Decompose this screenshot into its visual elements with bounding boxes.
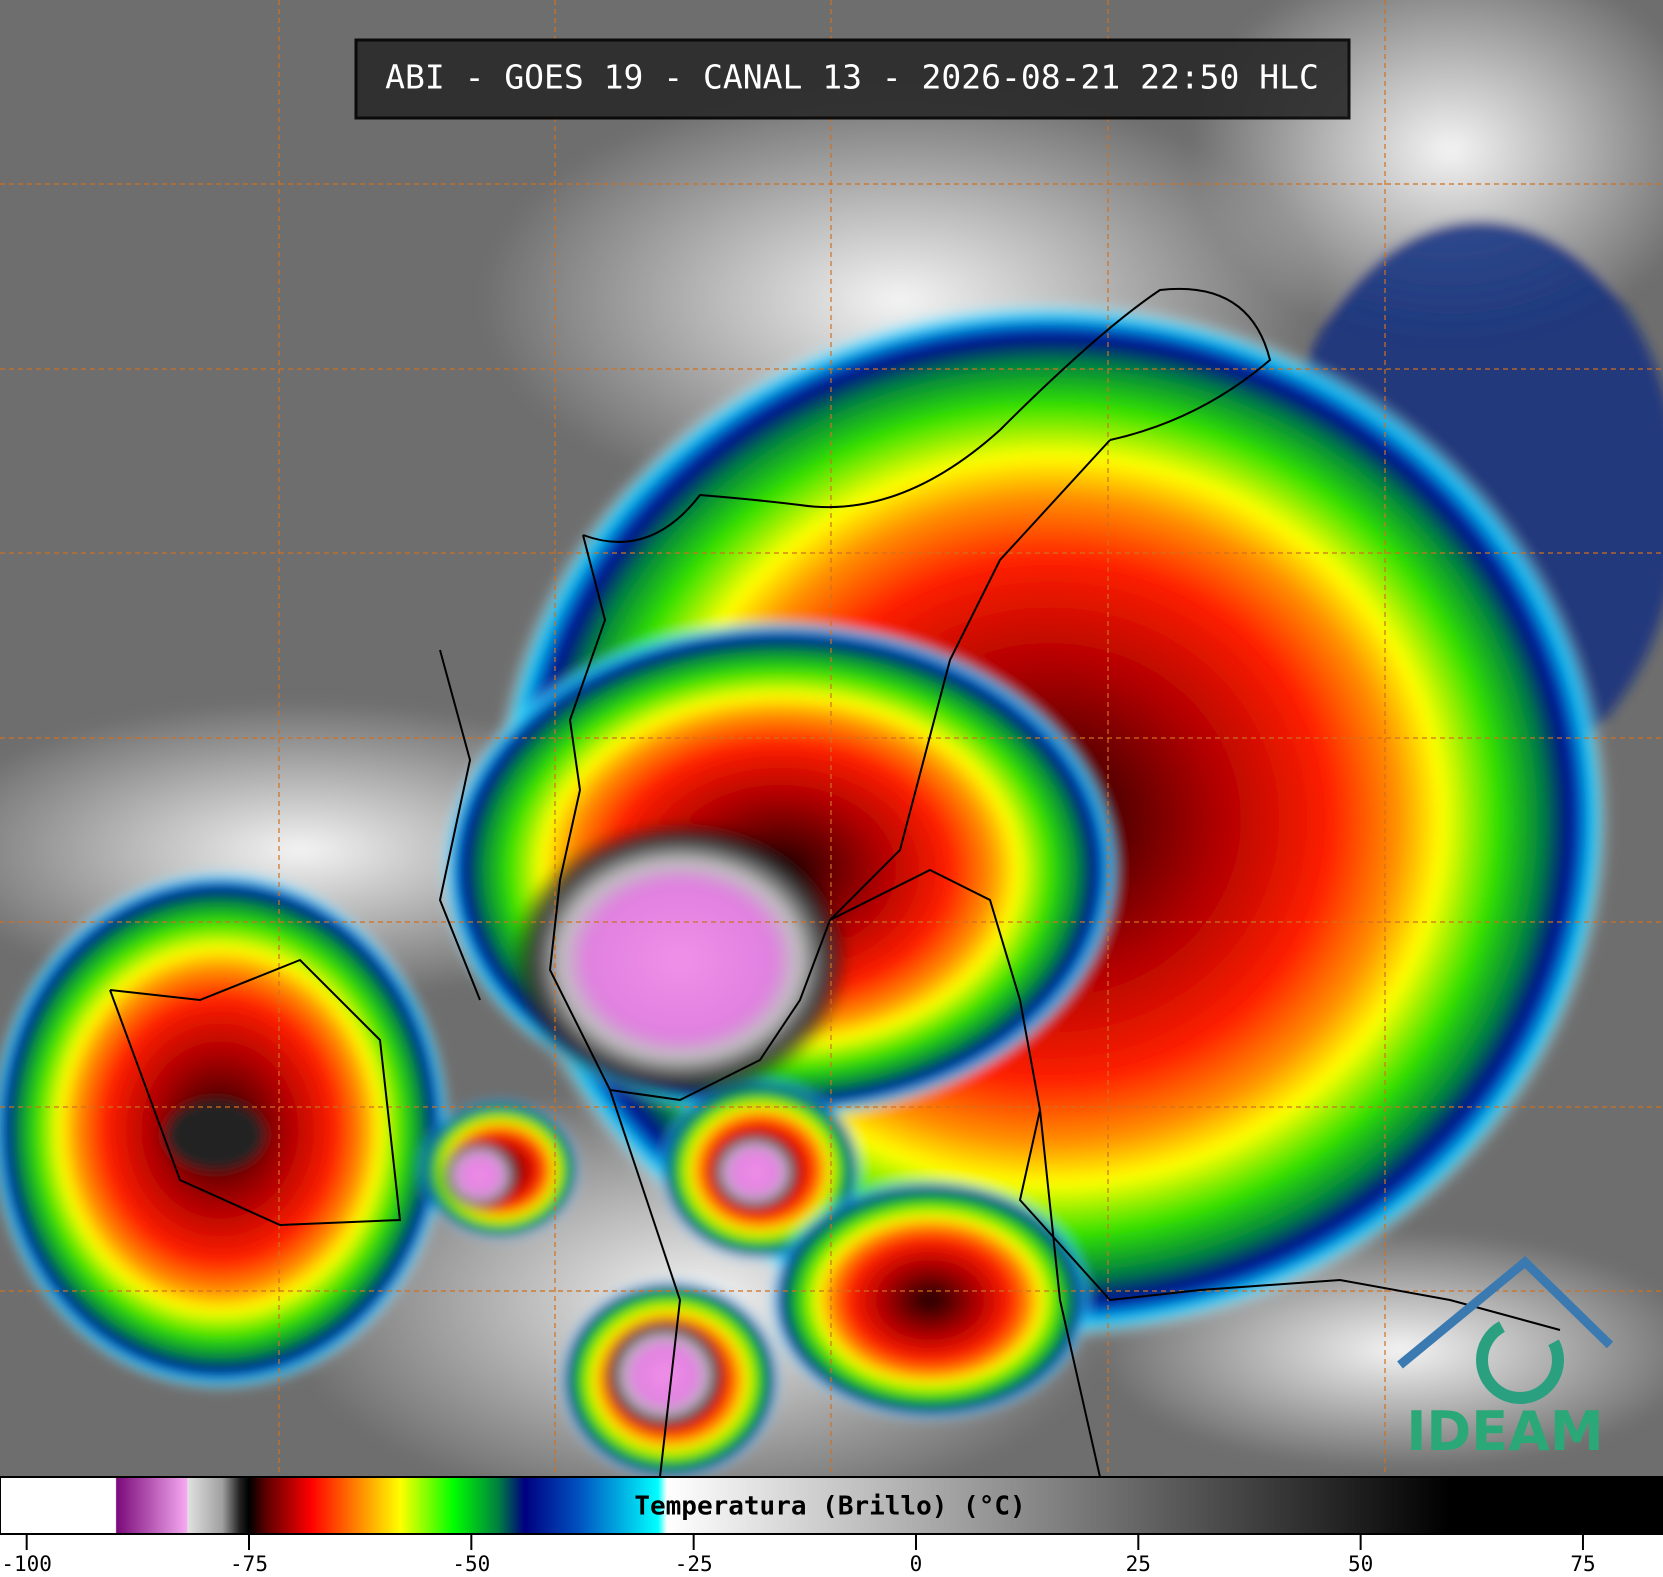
title: ABI - GOES 19 - CANAL 13 - 2026-08-21 22… — [385, 58, 1319, 97]
tick-label: 25 — [1126, 1552, 1151, 1576]
colorbar-gradient — [0, 1476, 1663, 1535]
tick-label: 50 — [1348, 1552, 1373, 1576]
tick-label: 0 — [910, 1552, 923, 1576]
tick-label: -50 — [452, 1552, 490, 1576]
tick-label: -25 — [675, 1552, 713, 1576]
logo: IDEAM — [1397, 1255, 1614, 1463]
tick-label: 75 — [1570, 1552, 1595, 1576]
logo-text: IDEAM — [1406, 1400, 1603, 1463]
colorbar: Temperatura (Brillo) (°C) -100 -75 -50 -25 0… — [0, 1476, 1663, 1576]
tick-label: -100 — [1, 1552, 52, 1576]
colorbar-label: Temperatura (Brillo) (°C) — [634, 1492, 1025, 1522]
graticule — [0, 0, 1663, 1477]
title-box: ABI - GOES 19 - CANAL 13 - 2026-08-21 22… — [354, 38, 1351, 120]
map: ABI - GOES 19 - CANAL 13 - 2026-08-21 22… — [0, 0, 1663, 1520]
tick-label: -75 — [230, 1552, 268, 1576]
borders — [109, 287, 1561, 1478]
